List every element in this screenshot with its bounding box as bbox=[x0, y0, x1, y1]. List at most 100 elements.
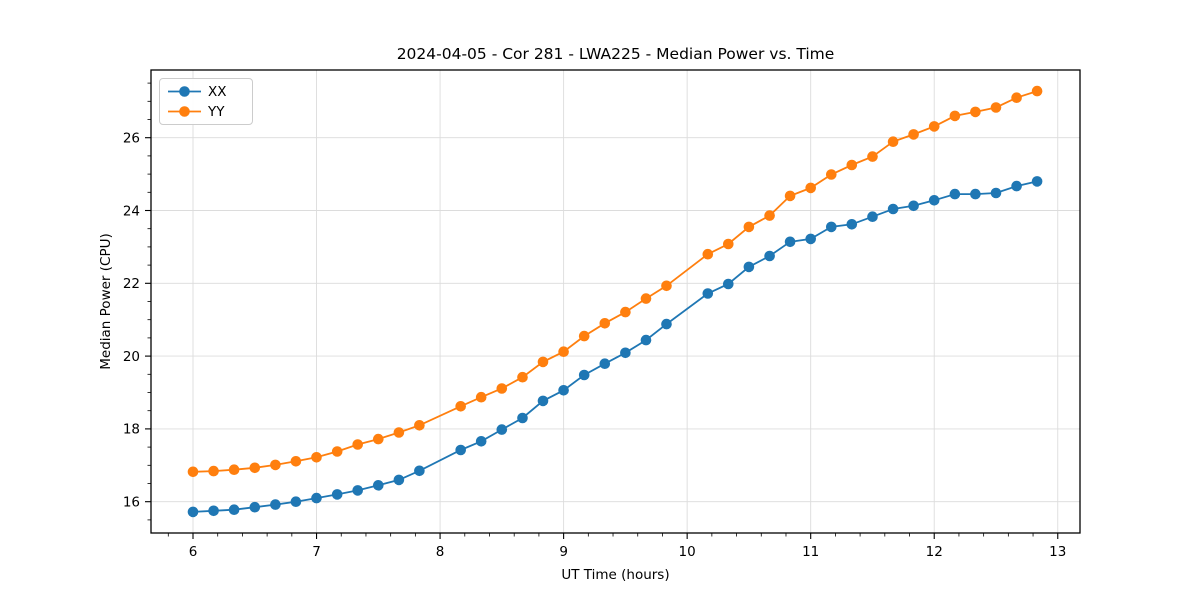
data-point-xx bbox=[599, 358, 611, 370]
data-point-xx bbox=[187, 506, 199, 518]
x-tick-label: 13 bbox=[1049, 544, 1066, 560]
data-point-yy bbox=[578, 330, 590, 342]
data-point-yy bbox=[867, 151, 878, 162]
y-axis-label: Median Power (CPU) bbox=[98, 233, 114, 369]
data-point-yy bbox=[228, 464, 240, 476]
data-point-yy bbox=[208, 465, 219, 477]
data-point-yy bbox=[990, 102, 1002, 113]
data-point-yy bbox=[743, 221, 755, 233]
data-point-xx bbox=[764, 250, 775, 262]
data-point-yy bbox=[764, 210, 775, 221]
data-point-yy bbox=[784, 190, 796, 202]
data-point-yy bbox=[496, 383, 508, 394]
data-point-xx bbox=[270, 499, 281, 510]
x-tick-label: 6 bbox=[189, 544, 198, 560]
data-point-yy bbox=[1011, 92, 1022, 103]
legend-label-yy: YY bbox=[207, 104, 225, 120]
data-point-xx bbox=[1011, 180, 1022, 192]
data-point-yy bbox=[414, 420, 425, 431]
data-point-xx bbox=[414, 465, 425, 477]
series-xx bbox=[187, 176, 1043, 518]
data-point-xx bbox=[640, 334, 652, 346]
data-point-xx bbox=[331, 489, 343, 500]
data-point-xx bbox=[475, 436, 487, 447]
data-point-xx bbox=[311, 492, 322, 504]
y-tick-label: 18 bbox=[123, 422, 140, 438]
data-point-xx bbox=[249, 501, 261, 513]
data-point-yy bbox=[928, 121, 940, 132]
x-tick-label: 9 bbox=[559, 544, 568, 560]
data-point-xx bbox=[908, 200, 919, 212]
data-point-yy bbox=[290, 456, 302, 467]
data-point-xx bbox=[290, 496, 302, 508]
series-yy bbox=[187, 85, 1043, 478]
data-point-yy bbox=[187, 466, 199, 478]
data-point-xx bbox=[1031, 176, 1043, 187]
plot-border bbox=[150, 69, 1081, 534]
data-point-xx bbox=[887, 203, 899, 215]
tick-labels: 6 7 8 9 10 11 12 13 16 18 20 22 24 26 bbox=[123, 131, 1067, 560]
data-point-xx bbox=[455, 444, 467, 456]
data-point-xx bbox=[784, 236, 796, 248]
data-point-yy bbox=[599, 318, 611, 329]
data-point-yy bbox=[949, 110, 961, 122]
data-point-xx bbox=[928, 195, 940, 206]
chart-title: 2024-04-05 - Cor 281 - LWA225 - Median P… bbox=[397, 45, 835, 63]
data-point-yy bbox=[846, 159, 858, 171]
y-tick-label: 22 bbox=[123, 276, 140, 292]
data-point-yy bbox=[475, 391, 487, 403]
x-tick-label: 10 bbox=[679, 544, 696, 560]
data-point-xx bbox=[702, 288, 714, 299]
data-point-xx bbox=[970, 188, 981, 200]
data-point-xx bbox=[826, 221, 837, 233]
data-point-yy bbox=[723, 238, 734, 250]
data-point-xx bbox=[393, 474, 405, 486]
y-tick-label: 16 bbox=[123, 494, 140, 510]
data-point-yy bbox=[702, 248, 714, 260]
data-point-yy bbox=[517, 371, 528, 383]
data-point-xx bbox=[208, 505, 219, 517]
data-point-xx bbox=[578, 369, 590, 381]
data-point-xx bbox=[496, 424, 508, 435]
series-yy-line bbox=[192, 90, 1038, 473]
data-point-yy bbox=[826, 169, 837, 180]
data-point-xx bbox=[661, 318, 672, 330]
data-point-yy bbox=[908, 129, 919, 140]
data-point-xx bbox=[228, 504, 240, 515]
data-point-yy bbox=[620, 306, 631, 318]
data-point-yy bbox=[887, 136, 899, 147]
y-tick-label: 26 bbox=[123, 131, 140, 147]
data-point-yy bbox=[373, 433, 384, 445]
data-point-xx bbox=[805, 233, 816, 245]
data-point-xx bbox=[620, 347, 631, 359]
data-point-xx bbox=[558, 385, 569, 396]
legend-label-xx: XX bbox=[208, 84, 227, 100]
x-tick-label: 7 bbox=[312, 544, 321, 560]
y-tick-label: 24 bbox=[123, 203, 140, 219]
x-tick-label: 11 bbox=[802, 544, 819, 560]
legend-sample-marker-xx bbox=[179, 86, 190, 97]
data-point-xx bbox=[743, 261, 755, 273]
legend-box bbox=[159, 78, 253, 125]
data-point-yy bbox=[270, 459, 281, 471]
data-point-yy bbox=[352, 439, 364, 450]
data-point-yy bbox=[249, 462, 261, 474]
data-point-yy bbox=[393, 427, 405, 438]
data-point-xx bbox=[723, 278, 734, 290]
series bbox=[187, 85, 1043, 518]
data-point-yy bbox=[1031, 85, 1043, 97]
data-point-yy bbox=[311, 452, 322, 463]
data-point-xx bbox=[867, 211, 878, 222]
data-point-xx bbox=[846, 219, 858, 230]
axis-ticks bbox=[145, 82, 1059, 539]
data-point-yy bbox=[805, 182, 816, 194]
data-point-yy bbox=[331, 446, 343, 457]
data-point-yy bbox=[537, 356, 549, 368]
data-point-yy bbox=[558, 346, 569, 358]
data-point-yy bbox=[661, 280, 672, 292]
x-tick-label: 12 bbox=[926, 544, 943, 560]
y-tick-label: 20 bbox=[123, 349, 140, 365]
data-point-yy bbox=[640, 293, 652, 304]
